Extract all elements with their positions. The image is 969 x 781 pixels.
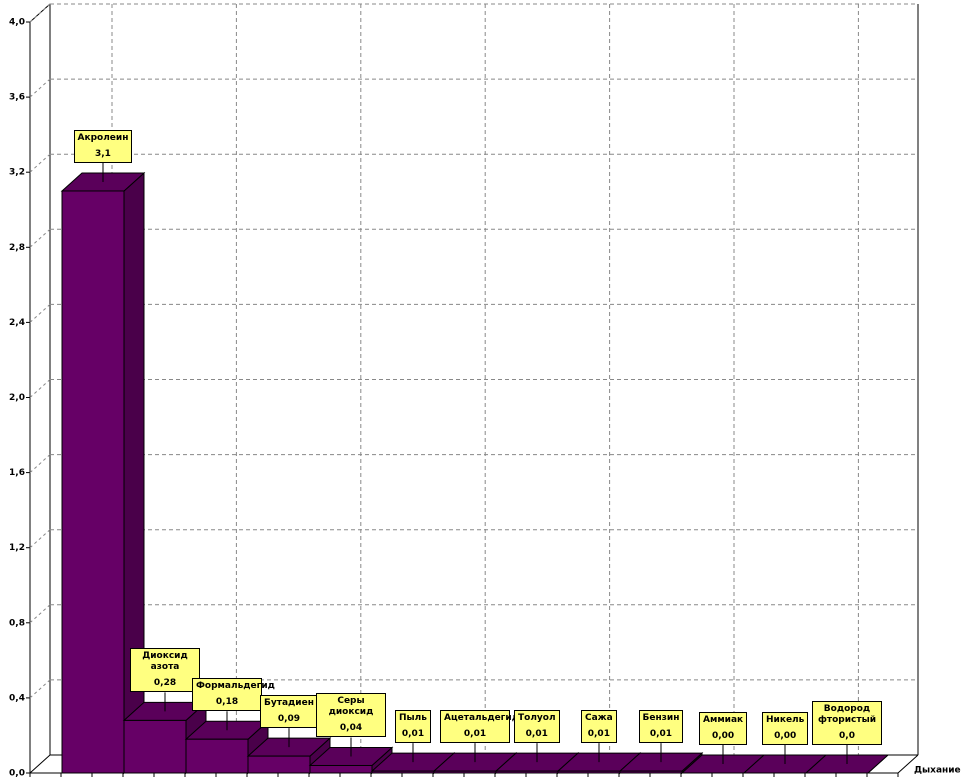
label-name: Формальдегид: [196, 681, 275, 692]
data-label: Формальдегид 0,18: [192, 678, 275, 712]
bar: [557, 770, 621, 774]
label-name: Бутадиен: [264, 698, 314, 709]
label-name: Акролеин: [77, 132, 129, 143]
data-label: Ацетальдегид 0,01: [440, 710, 519, 744]
floor-left: [29, 754, 51, 774]
grid-line-side: [29, 153, 51, 173]
label-value: 0,01: [401, 729, 425, 740]
y-tick-label: 2,4: [9, 318, 25, 328]
data-label: Никель 0,00: [762, 712, 809, 745]
y-tick-label: 0,0: [9, 769, 25, 779]
label-name: Аммиак: [703, 715, 744, 725]
data-label: Толуол 0,01: [514, 710, 560, 744]
data-label: Бензин 0,01: [638, 710, 684, 744]
label-value: 0,01: [463, 729, 487, 740]
label-name: Пыль: [399, 713, 427, 724]
label-value: 0,18: [215, 697, 239, 708]
label-value: 0,04: [339, 723, 363, 734]
bar: [61, 190, 125, 774]
label-value: 3,1: [94, 148, 111, 159]
label-value: 0,00: [711, 731, 735, 741]
grid-line-side: [29, 304, 51, 323]
x-axis-label: Дыхание: [914, 766, 961, 776]
bar: [123, 719, 187, 774]
label-name: Диоксид азота: [142, 651, 188, 673]
grid-line-side: [29, 78, 51, 98]
label-value: 0,09: [277, 714, 301, 725]
grid-line-side: [29, 228, 51, 248]
label-value: 0,01: [587, 729, 610, 740]
label-name: Бензин: [642, 713, 680, 724]
y-tick-label: 3,2: [9, 168, 25, 178]
label-value: 0,28: [153, 678, 177, 689]
bar: [247, 755, 311, 774]
label-name: Никель: [766, 715, 805, 725]
label-name: Серы диоксид: [328, 696, 374, 718]
label-name: Водород фтористый: [817, 704, 877, 725]
grid-line-side: [29, 604, 51, 624]
data-label: Сажа 0,01: [581, 710, 617, 744]
bar: [433, 770, 497, 774]
y-tick-label: 4,0: [9, 18, 25, 28]
label-name: Толуол: [518, 713, 556, 724]
label-value: 0,01: [649, 729, 673, 740]
grid-line-side: [29, 679, 51, 699]
grid-line-side: [29, 454, 51, 473]
grid-line-side: [29, 379, 51, 398]
data-label: Диоксид азота 0,28: [130, 648, 200, 693]
y-tick-label: 0,8: [9, 618, 25, 628]
data-label: Акролеин 3,1: [73, 129, 133, 163]
data-label: Бутадиен 0,09: [260, 695, 318, 729]
data-label: Пыль 0,01: [395, 710, 431, 744]
label-name: Сажа: [585, 713, 613, 724]
label-name: Ацетальдегид: [444, 713, 519, 724]
grid-line-side: [29, 3, 51, 23]
data-label: Аммиак 0,00: [699, 712, 748, 745]
y-tick-label: 3,6: [9, 93, 25, 103]
grid-line-side: [29, 529, 51, 549]
bar: [495, 770, 559, 774]
y-tick-label: 1,2: [9, 543, 25, 553]
y-tick-label: 2,0: [9, 393, 25, 403]
bar: [371, 770, 435, 774]
y-tick-label: 2,8: [9, 243, 25, 253]
data-label: Водород фтористый 0,0: [812, 701, 882, 745]
label-value: 0,01: [525, 729, 548, 740]
label-value: 0,0: [839, 731, 855, 741]
y-tick-label: 1,6: [9, 468, 25, 478]
label-value: 0,00: [774, 731, 797, 741]
bar: [309, 764, 373, 774]
floor-right: [897, 754, 919, 774]
data-label: Серы диоксид 0,04: [316, 693, 386, 738]
bar: [185, 738, 249, 774]
y-tick-label: 0,4: [9, 693, 25, 703]
bar: [619, 770, 683, 774]
